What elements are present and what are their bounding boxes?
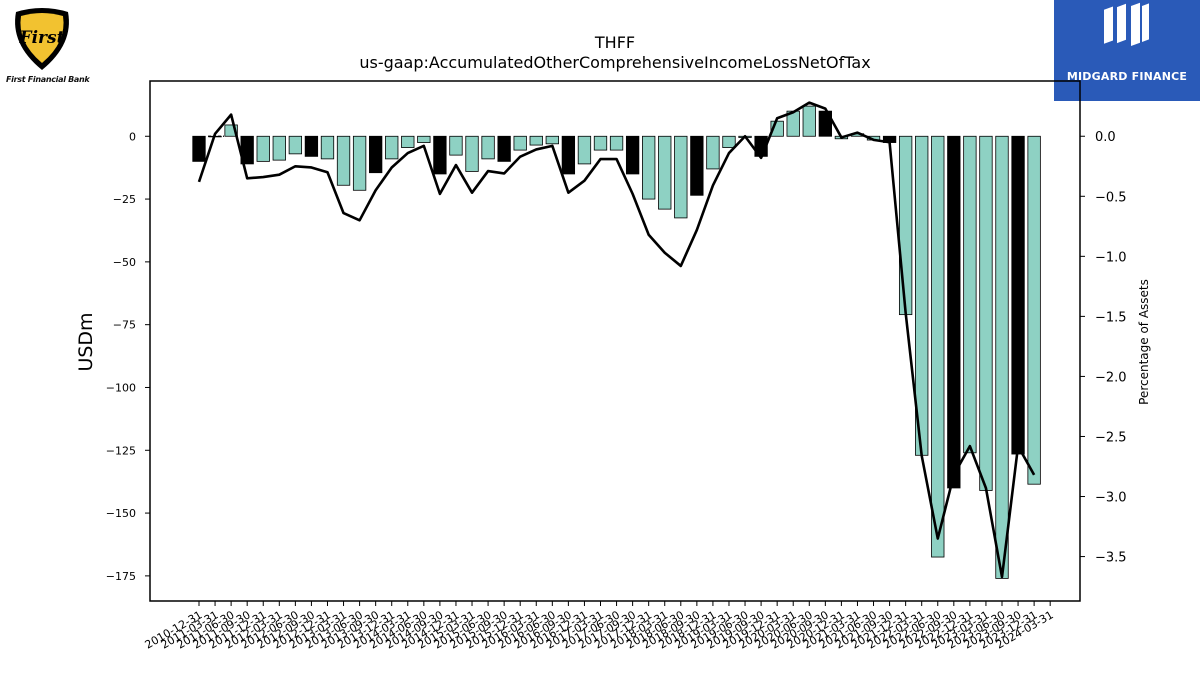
y-tick-label: −150: [106, 507, 136, 520]
bar: [722, 135, 736, 148]
bar: [465, 135, 479, 172]
y-axis-ticks: 0 −25 −50 −75 −100 −125 −150 −175: [106, 130, 150, 583]
bar: [320, 135, 335, 160]
bar-series: [192, 105, 1041, 579]
bar: [529, 135, 543, 146]
bar: [1027, 135, 1041, 485]
bar: [674, 135, 688, 219]
bar: [625, 135, 640, 175]
bar: [1011, 135, 1025, 455]
y2-tick-label: −2.0: [1095, 370, 1127, 385]
bar: [963, 135, 977, 454]
y-tick-label: −100: [106, 381, 136, 394]
bar: [497, 135, 511, 162]
y2-tick-label: 0.0: [1095, 130, 1116, 145]
bar: [979, 135, 993, 491]
bar: [304, 135, 319, 157]
y2-axis-label: Percentage of Assets: [1137, 279, 1151, 405]
bar: [947, 135, 961, 489]
bar: [561, 135, 576, 175]
bar: [401, 135, 415, 148]
y2-tick-label: −3.5: [1095, 551, 1127, 566]
bar: [898, 135, 913, 316]
bar: [609, 135, 624, 151]
bar: [272, 135, 286, 161]
midgard-emblem-icon: [1104, 2, 1149, 46]
y-tick-label: −50: [113, 256, 136, 269]
bar: [192, 135, 206, 162]
y2-tick-label: −3.0: [1095, 491, 1127, 506]
line-series: [197, 101, 1036, 579]
midgard-finance-logo: MIDGARD FINANCE: [1054, 0, 1200, 101]
bar: [802, 105, 816, 137]
x-axis-ticks: 2010-12-312011-03-312011-06-302011-09-30…: [143, 601, 1056, 652]
y-tick-label: 0: [129, 130, 136, 143]
bar: [417, 135, 431, 143]
y2-tick-label: −1.5: [1095, 310, 1127, 325]
y2-axis-ticks: 0.0 −0.5 −1.0 −1.5 −2.0 −2.5 −3.0 −3.5: [1080, 130, 1127, 566]
y-tick-label: −175: [106, 570, 136, 583]
plot-frame: [149, 80, 1081, 602]
percentage-line: [197, 101, 1036, 579]
bar: [931, 135, 945, 558]
bar: [642, 135, 656, 200]
first-financial-bank-logo: First First Financial Bank: [4, 4, 90, 86]
y-tick-label: −25: [113, 193, 136, 206]
y2-tick-label: −0.5: [1095, 190, 1127, 205]
bar: [288, 135, 303, 155]
bar: [545, 135, 559, 145]
logo-left-caption: First Financial Bank: [6, 75, 90, 84]
bar: [658, 135, 672, 210]
y2-tick-label: −2.5: [1095, 430, 1127, 445]
bar: [593, 135, 608, 151]
bar: [706, 135, 720, 170]
chart-subtitle: us-gaap:AccumulatedOtherComprehensiveInc…: [359, 53, 870, 72]
shield-logo-icon: First: [15, 8, 69, 70]
bar: [224, 124, 238, 137]
bar: [449, 135, 463, 156]
y2-tick-label: −1.0: [1095, 250, 1127, 265]
bar: [690, 135, 704, 196]
bar: [352, 135, 367, 191]
bar: [433, 135, 447, 175]
y-tick-label: −125: [106, 444, 136, 457]
bar: [481, 135, 495, 160]
bar: [577, 135, 592, 165]
logo-right-caption: MIDGARD FINANCE: [1066, 70, 1188, 83]
logo-mark-text: First: [19, 28, 65, 48]
bar: [256, 135, 270, 162]
bar: [995, 135, 1009, 579]
bar: [385, 135, 399, 160]
y-tick-label: −75: [113, 319, 136, 332]
chart-title: THFF: [594, 33, 635, 52]
bar: [513, 135, 527, 151]
y-axis-label: USDm: [75, 312, 97, 371]
bar: [336, 135, 351, 186]
bar: [369, 135, 383, 174]
